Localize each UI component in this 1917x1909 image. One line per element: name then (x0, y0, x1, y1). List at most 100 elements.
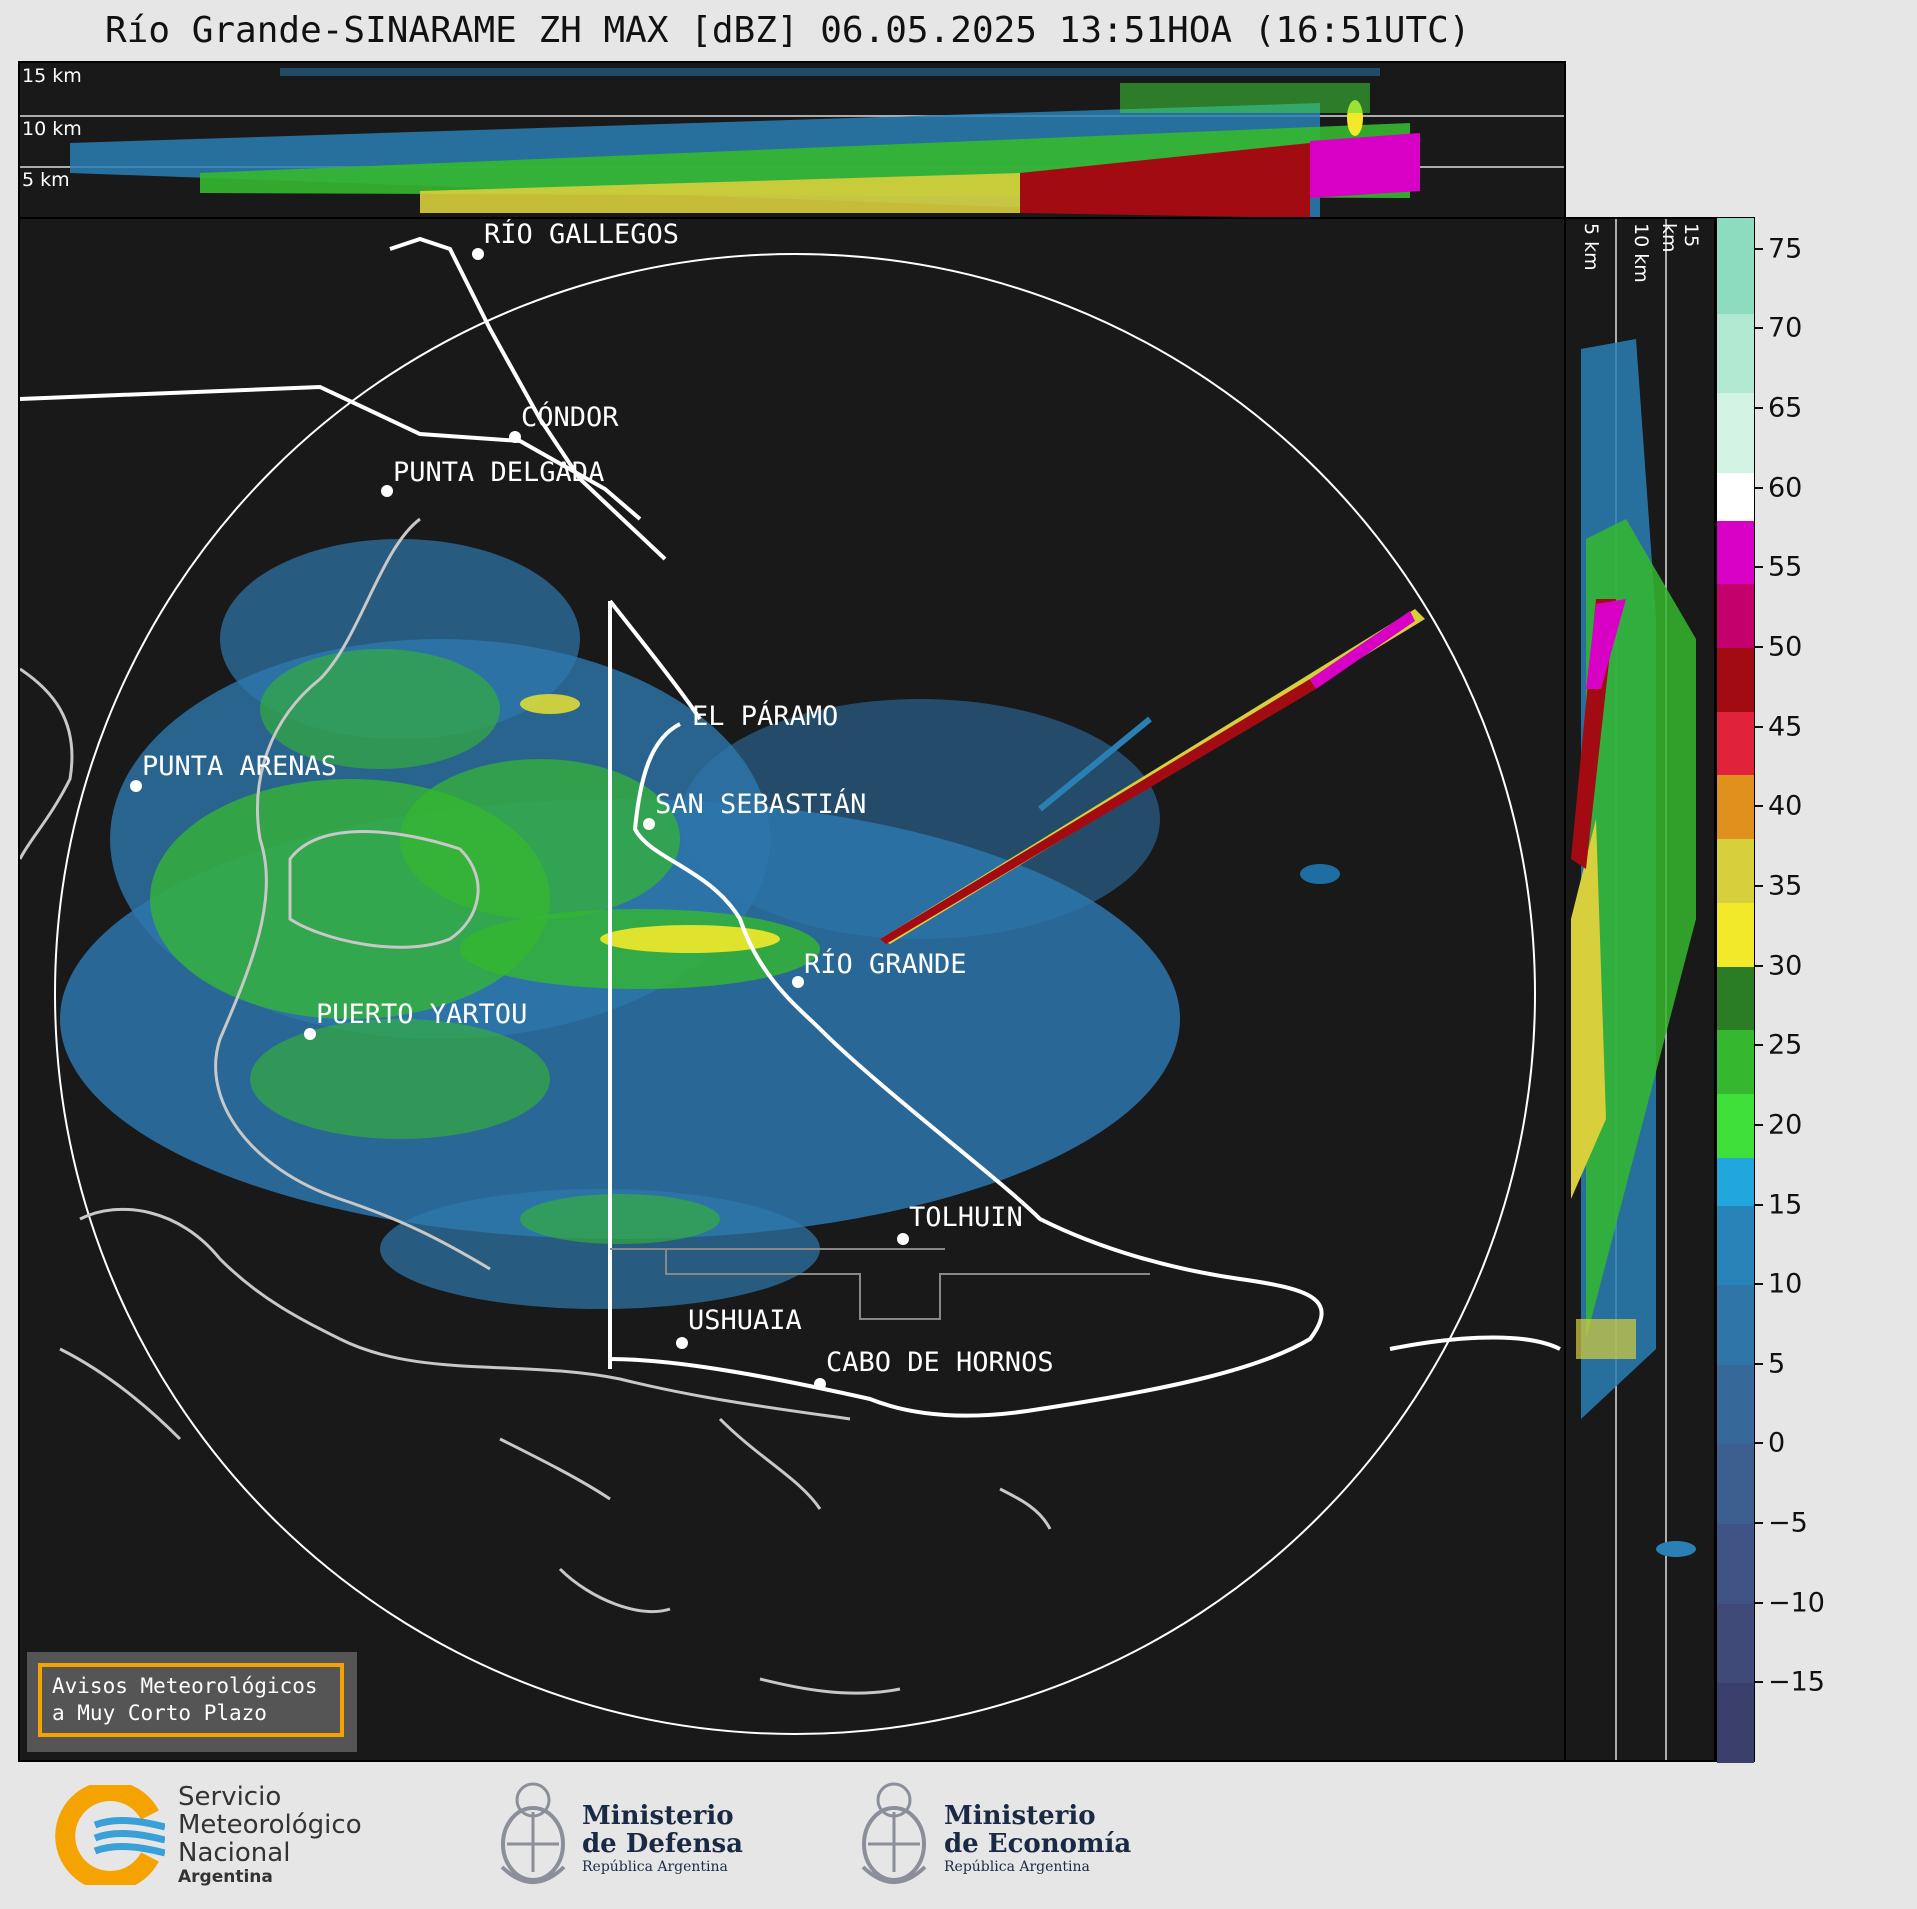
argentina-seal-icon-2 (853, 1772, 935, 1897)
colorbar-tick (1755, 247, 1763, 250)
colorbar-band (1717, 1444, 1754, 1525)
side-km-label-15: 15 km (1658, 223, 1702, 253)
colorbar-band (1717, 966, 1754, 1031)
colorbar-band (1717, 711, 1754, 776)
colorbar-tick-label: −5 (1768, 1507, 1808, 1539)
colorbar-tick (1755, 327, 1763, 330)
colorbar-tick (1755, 1044, 1763, 1047)
colorbar-tick-label: 35 (1768, 870, 1803, 902)
city-markers (130, 248, 909, 1390)
defensa-line3: República Argentina (582, 1859, 728, 1875)
colorbar-band (1717, 775, 1754, 840)
range-ring (54, 253, 1536, 1735)
colorbar-tick-label: 0 (1768, 1427, 1786, 1459)
side-km-label-10: 10 km (1630, 223, 1652, 283)
smn-line4: Argentina (178, 1867, 273, 1887)
colorbar-band (1717, 1364, 1754, 1445)
side-cross-section-echo (1571, 219, 1696, 1760)
coastlines (20, 517, 1052, 1695)
colorbar-band (1717, 313, 1754, 394)
colorbar-band (1717, 520, 1754, 585)
colorbar-band (1717, 393, 1754, 473)
colorbar-band (1717, 1030, 1754, 1095)
top-cross-section-panel: 15 km 10 km 5 km (18, 61, 1566, 219)
chart-title: Río Grande-SINARAME ZH MAX [dBZ] 06.05.2… (105, 10, 1471, 51)
economia-line2: de Economía (944, 1829, 1132, 1859)
colorbar-band (1717, 584, 1754, 649)
ministerio-defensa-text: Ministerio de Defensa República Argentin… (582, 1802, 743, 1876)
colorbar-tick (1755, 646, 1763, 649)
colorbar-tick (1755, 1123, 1763, 1126)
colorbar-tick (1755, 1601, 1763, 1604)
colorbar-tick (1755, 884, 1763, 887)
colorbar-band (1717, 648, 1754, 712)
colorbar-band (1717, 1094, 1754, 1158)
top-km-label-10: 10 km (22, 118, 82, 140)
radar-map-panel: RÍO GALLEGOS CÓNDOR PUNTA DELGADA EL PÁR… (18, 217, 1566, 1762)
radar-echo-map (20, 236, 1561, 1735)
colorbar-tick-label: 20 (1768, 1109, 1803, 1141)
city-label-san-sebastian: SAN SEBASTIÁN (655, 789, 867, 820)
colorbar-tick-label: 45 (1768, 711, 1803, 743)
argentina-seal-icon (492, 1772, 574, 1897)
colorbar-tick (1755, 964, 1763, 967)
colorbar-tick (1755, 1681, 1763, 1684)
side-km-label-5: 5 km (1580, 223, 1602, 271)
borders (20, 236, 1561, 1418)
top-cross-section-echo (20, 68, 1564, 217)
city-label-rio-grande: RÍO GRANDE (804, 949, 967, 980)
colorbar-band (1717, 1157, 1754, 1206)
side-cross-section-panel: 5 km 10 km 15 km (1564, 217, 1716, 1762)
top-km-label-15: 15 km (22, 65, 82, 87)
colorbar-tick-label: 70 (1768, 312, 1803, 344)
smn-line2: Meteorológico (178, 1810, 362, 1840)
colorbar-tick-label: 30 (1768, 950, 1803, 982)
colorbar-band (1717, 218, 1754, 314)
city-label-rio-gallegos: RÍO GALLEGOS (484, 219, 680, 250)
colorbar-band (1717, 1683, 1754, 1763)
colorbar-tick-label: 15 (1768, 1189, 1803, 1221)
city-label-cabo-de-hornos: CABO DE HORNOS (826, 1347, 1054, 1378)
colorbar-band (1717, 902, 1754, 967)
defensa-line2: de Defensa (582, 1829, 743, 1859)
interference-ray (880, 609, 1425, 944)
economia-line3: República Argentina (944, 1859, 1090, 1875)
city-label-tolhuin: TOLHUIN (909, 1202, 1023, 1233)
colorbar-tick-label: 40 (1768, 790, 1803, 822)
colorbar-tick-label: −10 (1768, 1587, 1825, 1619)
city-label-punta-delgada: PUNTA DELGADA (393, 457, 605, 488)
colorbar-tick (1755, 566, 1763, 569)
colorbar-tick-label: 50 (1768, 631, 1803, 663)
echo-layer (60, 539, 1340, 1309)
defensa-line1: Ministerio (582, 1801, 734, 1831)
colorbar-tick-label: 75 (1768, 233, 1803, 265)
colorbar-band (1717, 839, 1754, 903)
colorbar-tick (1755, 725, 1763, 728)
city-label-punta-arenas: PUNTA ARENAS (142, 751, 338, 782)
smn-line3: Nacional (178, 1838, 291, 1868)
city-label-ushuaia: USHUAIA (688, 1305, 802, 1336)
colorbar-tick-label: 55 (1768, 551, 1803, 583)
ministerio-economia-text: Ministerio de Economía República Argenti… (944, 1802, 1131, 1876)
colorbar-tick-label: 10 (1768, 1268, 1803, 1300)
colorbar-tick-label: 65 (1768, 392, 1803, 424)
economia-line1: Ministerio (944, 1801, 1096, 1831)
colorbar-tick (1755, 805, 1763, 808)
colorbar-tick (1755, 1203, 1763, 1206)
colorbar-band (1717, 472, 1754, 521)
warning-text: Avisos Meteorológicos a Muy Corto Plazo (38, 1663, 344, 1737)
colorbar-tick-label: −15 (1768, 1666, 1825, 1698)
colorbar-tick-label: 60 (1768, 472, 1803, 504)
colorbar-band (1717, 1524, 1754, 1604)
colorbar-tick (1755, 1442, 1763, 1445)
colorbar-tick (1755, 407, 1763, 410)
colorbar-band (1717, 1205, 1754, 1286)
colorbar-tick (1755, 1362, 1763, 1365)
dbz-colorbar (1716, 217, 1755, 1763)
city-label-puerto-yartou: PUERTO YARTOU (316, 999, 528, 1030)
colorbar-tick-label: 5 (1768, 1348, 1786, 1380)
colorbar-tick (1755, 486, 1763, 489)
colorbar-tick-label: 25 (1768, 1029, 1803, 1061)
smn-line1: Servicio (178, 1782, 282, 1812)
colorbar-band (1717, 1285, 1754, 1365)
